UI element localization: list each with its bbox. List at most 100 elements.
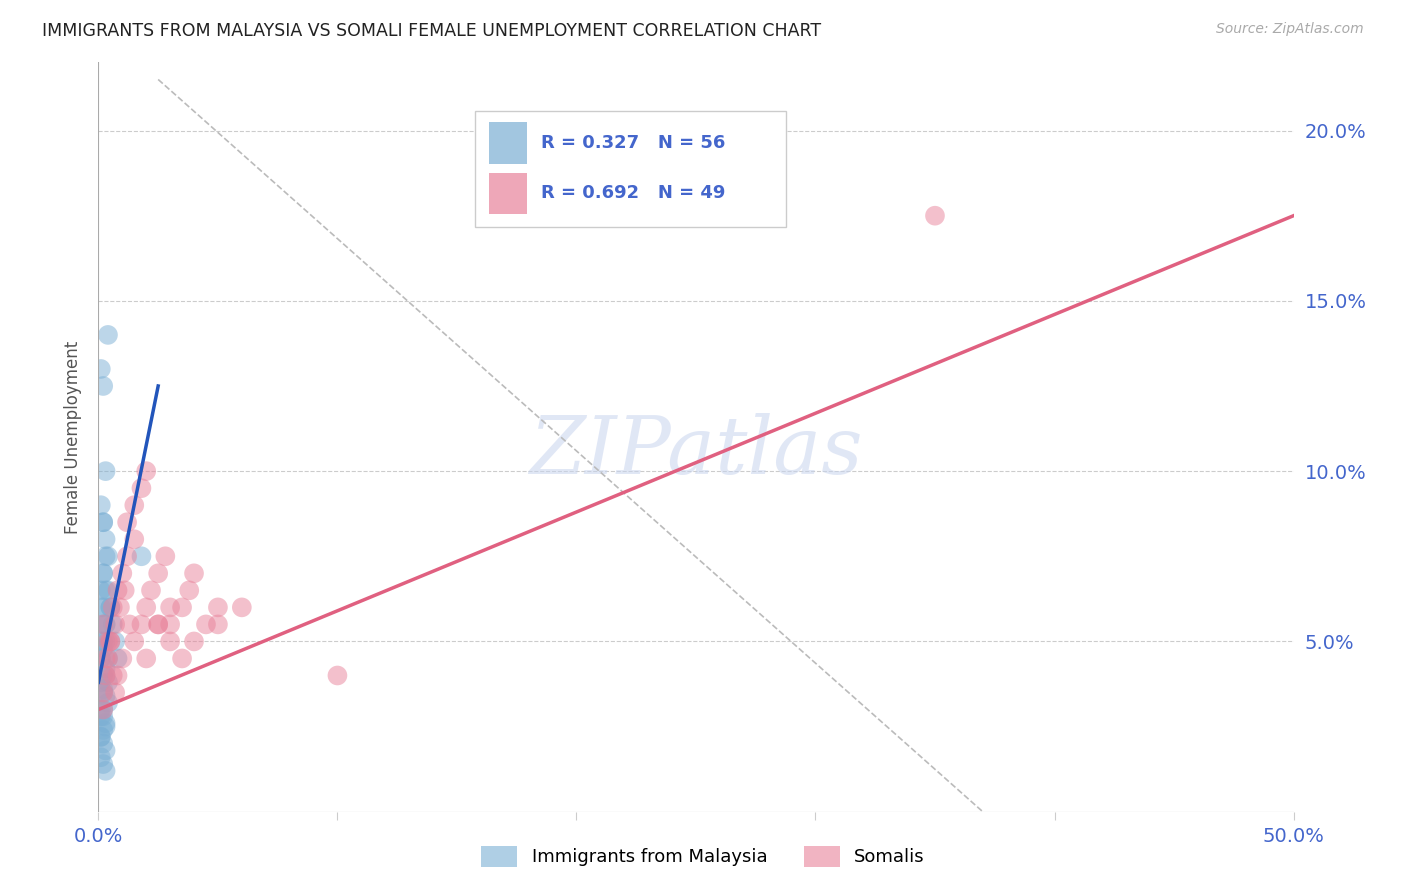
Point [97,651,120,665]
Point [179,583,201,598]
Point [139,583,162,598]
Point [114,583,136,598]
Point [91,515,114,529]
Point [91,702,114,716]
Text: R = 0.327   N = 56: R = 0.327 N = 56 [541,134,725,152]
Point [94,668,117,682]
Point [90,583,112,598]
Point [91,702,114,716]
Point [111,651,134,665]
Point [101,600,124,615]
Point [183,634,205,648]
Y-axis label: Female Unemployment: Female Unemployment [63,341,82,533]
Text: IMMIGRANTS FROM MALAYSIA VS SOMALI FEMALE UNEMPLOYMENT CORRELATION CHART: IMMIGRANTS FROM MALAYSIA VS SOMALI FEMAL… [42,22,821,40]
Point [172,651,194,665]
Point [98,634,122,648]
Point [155,549,177,564]
Point [97,583,120,598]
Point [91,566,114,581]
Text: R = 0.692   N = 49: R = 0.692 N = 49 [541,184,725,202]
Point [90,730,112,744]
Point [111,566,134,581]
Point [107,583,129,598]
Point [94,583,117,598]
Point [124,634,146,648]
Point [94,651,117,665]
Point [91,709,114,723]
Point [131,549,153,564]
Point [97,651,120,665]
Point [97,634,120,648]
Point [94,668,117,682]
Point [94,720,117,734]
Point [108,600,131,615]
Point [107,668,129,682]
Point [94,533,117,547]
Point [172,600,194,615]
Point [131,481,153,495]
Point [98,634,122,648]
Point [91,668,114,682]
Point [148,617,170,632]
Point [124,498,146,512]
Point [183,566,205,581]
Point [91,685,114,699]
Point [91,379,114,393]
Point [91,757,114,772]
Point [94,634,117,648]
Point [91,566,114,581]
Point [91,617,114,632]
Point [135,651,157,665]
Point [94,689,117,703]
Point [94,464,117,478]
Point [91,723,114,737]
Point [94,764,117,778]
Point [91,600,114,615]
Point [90,709,112,723]
Point [115,515,138,529]
Point [159,634,181,648]
Point [91,617,114,632]
Bar [489,172,527,214]
Point [97,675,120,690]
Point [94,549,117,564]
Point [115,549,138,564]
Point [104,634,127,648]
Point [326,668,349,682]
Point [94,662,117,676]
Point [231,600,253,615]
Point [104,685,127,699]
Point [118,617,141,632]
Point [135,464,157,478]
Point [90,600,112,615]
Legend: Immigrants from Malaysia, Somalis: Immigrants from Malaysia, Somalis [474,838,932,874]
Point [94,743,117,757]
Point [90,651,112,665]
Point [195,617,218,632]
Text: ZIPatlas: ZIPatlas [529,413,863,491]
Point [91,641,114,656]
Point [90,730,112,744]
Point [101,617,124,632]
Point [97,549,120,564]
Point [90,702,112,716]
Point [924,209,946,223]
Point [91,685,114,699]
Point [90,675,112,690]
Point [97,327,120,342]
Point [124,533,146,547]
Point [148,617,170,632]
Point [91,682,114,697]
FancyBboxPatch shape [475,112,786,227]
Point [207,617,229,632]
Point [159,617,181,632]
Point [207,600,229,615]
Point [91,737,114,751]
Point [94,716,117,731]
Text: Source: ZipAtlas.com: Source: ZipAtlas.com [1216,22,1364,37]
Point [94,617,117,632]
Bar [489,122,527,163]
Point [91,515,114,529]
Point [101,668,124,682]
Point [135,600,157,615]
